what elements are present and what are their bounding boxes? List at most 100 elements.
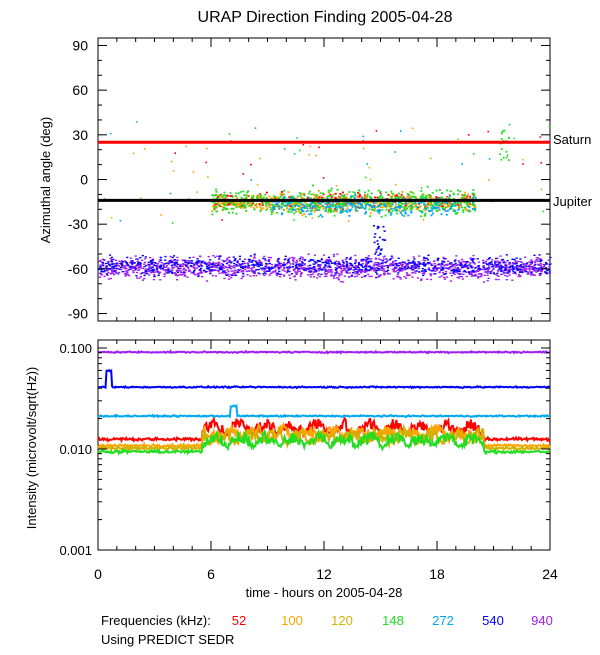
azimuth-point-148 bbox=[311, 184, 314, 187]
azimuth-point-148 bbox=[381, 209, 384, 211]
azimuth-point-940 bbox=[418, 255, 421, 257]
azimuth-point-148 bbox=[314, 207, 317, 210]
azimuth-point-940 bbox=[288, 261, 291, 264]
azimuth-point-940 bbox=[414, 270, 417, 272]
azimuth-point-272 bbox=[414, 201, 417, 204]
azimuth-point-540 bbox=[354, 268, 357, 270]
azimuth-point-940 bbox=[211, 265, 215, 268]
azimuth-point-540 bbox=[482, 261, 485, 264]
azimuth-point-540 bbox=[338, 266, 341, 268]
azimuth-point-940 bbox=[317, 274, 320, 276]
azimuth-point-940 bbox=[209, 262, 212, 265]
azimuth-point-940 bbox=[462, 266, 466, 268]
azimuth-point-540 bbox=[407, 266, 410, 269]
azimuth-point-148 bbox=[406, 207, 409, 210]
azimuth-point-540 bbox=[464, 264, 467, 266]
azimuth-point-120 bbox=[447, 204, 450, 207]
azimuth-point-940 bbox=[345, 269, 348, 272]
azimuth-point-940 bbox=[449, 272, 452, 274]
azimuth-point-148 bbox=[343, 203, 346, 205]
azimuth-point-540 bbox=[348, 258, 352, 260]
azimuth-point-940 bbox=[374, 258, 377, 260]
azimuth-point-940 bbox=[342, 281, 345, 283]
azimuth-point-272 bbox=[432, 205, 435, 208]
azimuth-point-940 bbox=[466, 267, 469, 269]
azimuth-point-272 bbox=[288, 208, 291, 211]
freq-label-940: 940 bbox=[531, 613, 553, 628]
azimuth-point-940 bbox=[423, 273, 426, 275]
azimuth-point-540 bbox=[424, 257, 427, 260]
azimuth-point-148 bbox=[250, 203, 253, 206]
azimuth-point-148 bbox=[332, 210, 335, 213]
azimuth-point-120 bbox=[286, 207, 289, 210]
azimuth-point-540 bbox=[470, 259, 474, 261]
azimuth-point-540 bbox=[524, 270, 527, 273]
azimuth-point-272 bbox=[422, 203, 425, 206]
azimuth-point-940 bbox=[400, 263, 403, 266]
azimuth-point-940 bbox=[531, 273, 534, 276]
azimuth-point-540 bbox=[358, 263, 361, 266]
azimuth-point-148 bbox=[388, 205, 391, 208]
azimuth-point-940 bbox=[526, 262, 529, 264]
saturn-line-label: Saturn bbox=[553, 132, 591, 147]
azimuth-point-940 bbox=[533, 270, 536, 272]
azimuth-point-272 bbox=[273, 205, 276, 208]
azimuth-point-940 bbox=[126, 273, 129, 275]
azimuth-point-540 bbox=[360, 259, 363, 261]
azimuth-point-540 bbox=[531, 268, 534, 270]
freq-label-52: 52 bbox=[232, 613, 246, 628]
azimuth-point-940 bbox=[325, 259, 328, 261]
azimuth-point-940 bbox=[280, 265, 284, 267]
azimuth-point-940 bbox=[367, 255, 370, 257]
azimuth-point-120 bbox=[217, 201, 220, 204]
azimuth-point-148 bbox=[398, 192, 401, 195]
azimuth-point-540 bbox=[386, 266, 389, 269]
azimuth-point-540 bbox=[419, 263, 422, 265]
azimuth-point-940 bbox=[258, 259, 261, 261]
azimuth-point-272 bbox=[389, 213, 392, 216]
azimuth-point-540 bbox=[437, 263, 440, 266]
azimuth-point-940 bbox=[443, 276, 446, 279]
azimuth-point-940 bbox=[469, 257, 472, 259]
azimuth-point-940 bbox=[139, 275, 143, 278]
azimuth-point-120 bbox=[278, 204, 281, 207]
azimuth-point-148 bbox=[389, 208, 392, 210]
azimuth-point-100 bbox=[287, 191, 290, 194]
azimuth-point-940 bbox=[280, 273, 283, 276]
azimuth-point-940 bbox=[396, 274, 399, 276]
azimuth-point-272 bbox=[346, 211, 349, 213]
azimuth-point-148 bbox=[449, 190, 452, 193]
azimuth-point-940 bbox=[454, 264, 457, 266]
azimuth-point-540 bbox=[324, 264, 327, 266]
azimuth-point-148 bbox=[245, 196, 248, 199]
freq-label-540: 540 bbox=[482, 613, 504, 628]
azimuth-point-940 bbox=[288, 257, 291, 259]
azimuth-point-540 bbox=[360, 265, 363, 267]
azimuth-point-100 bbox=[464, 208, 467, 211]
azimuth-point-272 bbox=[362, 201, 365, 203]
azimuth-point-148 bbox=[327, 209, 330, 212]
azimuth-point-940 bbox=[480, 275, 483, 277]
azimuth-point-940 bbox=[174, 273, 178, 275]
azimuth-point-940 bbox=[172, 259, 175, 261]
azimuth-point-148 bbox=[313, 202, 316, 204]
azimuth-point-940 bbox=[548, 272, 551, 275]
azimuth-point-272 bbox=[342, 207, 345, 210]
azimuth-point-540 bbox=[254, 264, 257, 266]
azimuth-point-940 bbox=[234, 269, 237, 272]
azimuth-point-940 bbox=[397, 276, 400, 278]
azimuth-point-540 bbox=[152, 268, 155, 271]
azimuth-point-940 bbox=[333, 272, 337, 274]
azimuth-point-540 bbox=[205, 270, 208, 273]
azimuth-point-940 bbox=[397, 262, 400, 265]
azimuth-point-940 bbox=[323, 269, 326, 271]
azimuth-point-540 bbox=[204, 263, 207, 265]
azimuth-point-52 bbox=[358, 194, 361, 197]
azimuth-point-148 bbox=[239, 205, 242, 208]
azimuth-point-940 bbox=[528, 265, 532, 268]
azimuth-point-120 bbox=[376, 206, 379, 209]
azimuth-point-540 bbox=[352, 266, 356, 268]
azimuth-point-540 bbox=[544, 261, 548, 264]
azimuth-point-940 bbox=[358, 268, 361, 270]
